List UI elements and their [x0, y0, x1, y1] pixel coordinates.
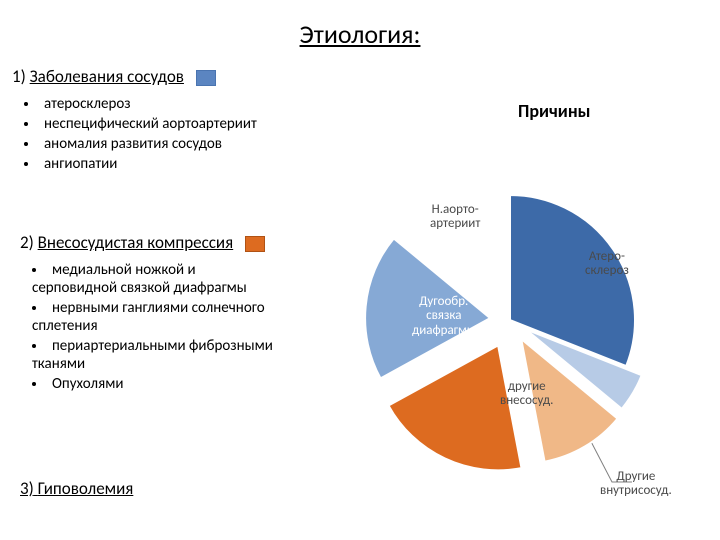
list-item: ангиопатии: [24, 155, 257, 173]
page-title: Этиология:: [0, 18, 720, 50]
legend-swatch-vascular: [196, 70, 216, 86]
legend-swatch-compression: [245, 236, 265, 252]
list-item: медиальной ножкой и серповидной связкой …: [32, 261, 282, 297]
slice-label-athero: Атеро-склероз: [585, 250, 629, 279]
slice-label-other-extra: другиевнесосуд.: [500, 380, 553, 409]
list-item: атеросклероз: [24, 95, 257, 113]
section-2-list: медиальной ножкой и серповидной связкой …: [32, 261, 282, 393]
pie-slice-athero: [510, 195, 635, 366]
section-3-num: 3): [20, 478, 34, 499]
section-2-heading: Внесосудистая компрессия: [38, 232, 234, 253]
section-1-num: 1): [12, 66, 26, 87]
section-1-heading: Заболевания сосудов: [30, 66, 184, 87]
section-1: 1) Заболевания сосудов атеросклероз неспе…: [12, 66, 257, 175]
section-3: 3) Гиповолемия: [20, 478, 133, 499]
slice-label-ligament: Дугообр.связкадиафрагмы: [412, 295, 476, 338]
section-2-num: 2): [20, 232, 34, 253]
list-item: периартериальными фиброзными тканями: [32, 337, 282, 373]
section-2: 2) Внесосудистая компрессия медиальной н…: [20, 232, 282, 395]
list-item: Опухолями: [32, 375, 282, 393]
slice-label-aortoart: Н.аорто-артериит: [430, 203, 480, 232]
section-1-list: атеросклероз неспецифический аортоартерии…: [24, 95, 257, 173]
list-item: нервными ганглиями солнечного сплетения: [32, 299, 282, 335]
slice-label-other-intra: Другиевнутрисосуд.: [600, 470, 672, 499]
pie-chart: [300, 110, 720, 530]
section-3-heading: Гиповолемия: [38, 478, 134, 499]
list-item: аномалия развития сосудов: [24, 135, 257, 153]
list-item: неспецифический аортоартериит: [24, 115, 257, 133]
